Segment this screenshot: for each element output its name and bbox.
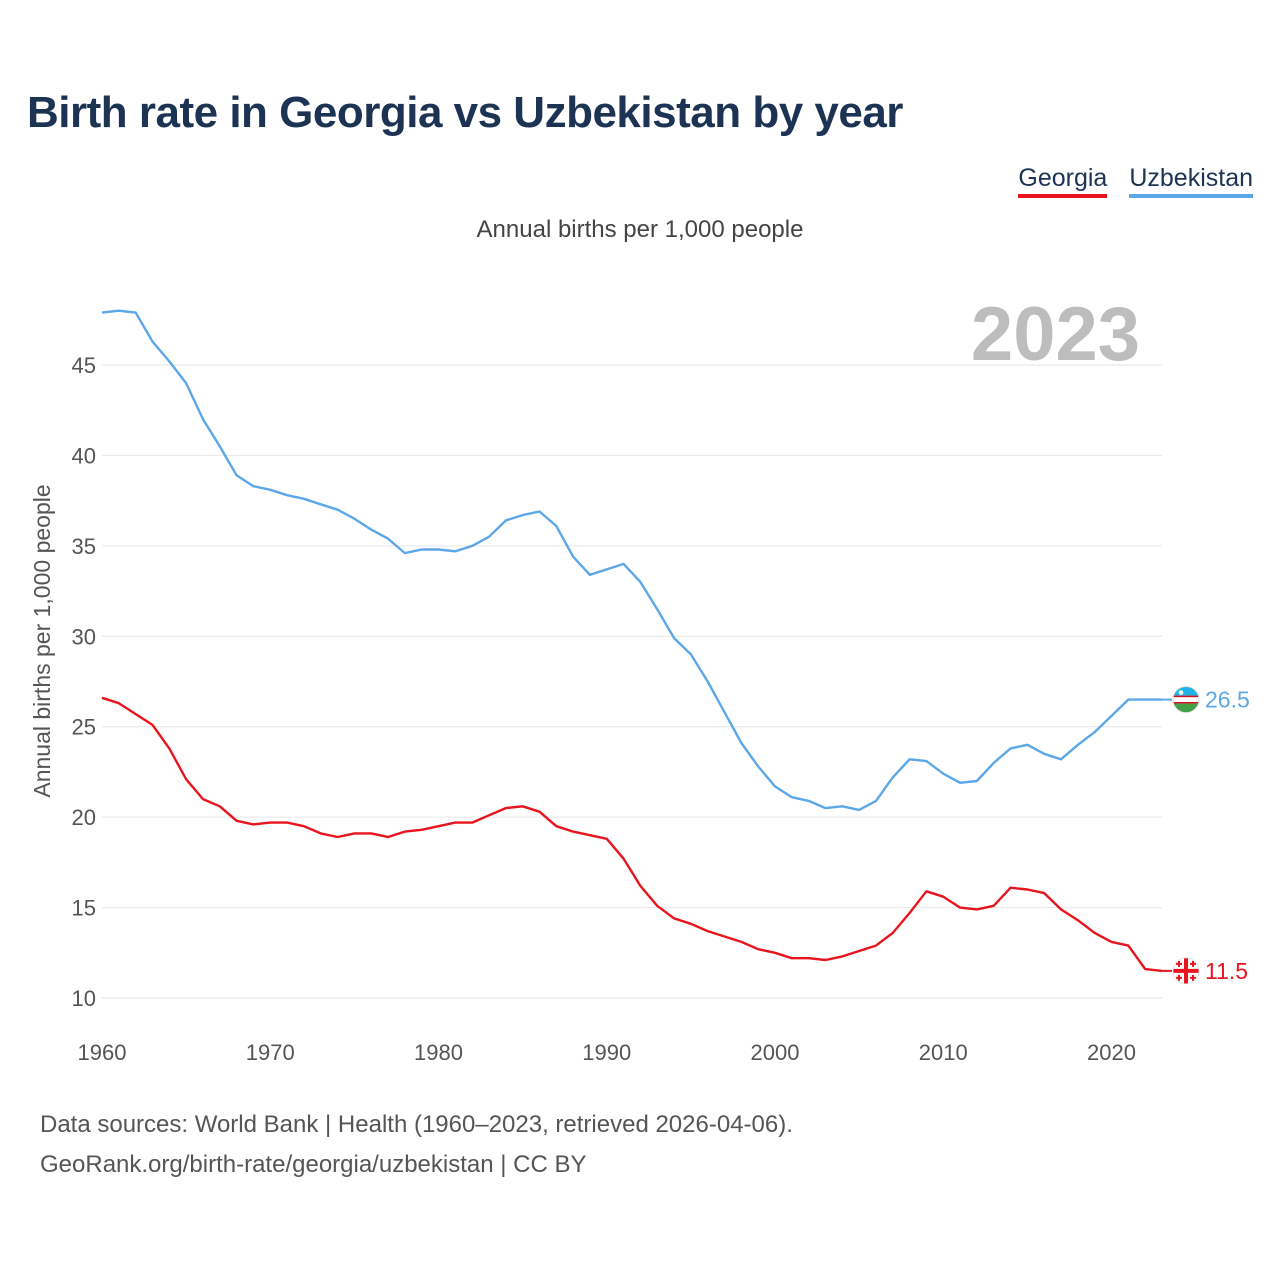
x-tick-label-2010: 2010 <box>919 1040 968 1065</box>
uzbekistan-flag-icon <box>1172 686 1200 713</box>
source-line-2[interactable]: GeoRank.org/birth-rate/georgia/uzbekista… <box>40 1151 587 1178</box>
chart-subtitle: Annual births per 1,000 people <box>476 216 804 243</box>
x-tick-label-1990: 1990 <box>582 1040 631 1065</box>
source-note: Data sources: World Bank | Health (1960–… <box>40 1105 793 1185</box>
legend-swatch-georgia <box>1018 194 1108 198</box>
series-line-georgia[interactable] <box>101 696 1163 973</box>
y-tick-label-35: 35 <box>72 534 96 559</box>
legend-item-uzbekistan[interactable]: Uzbekistan <box>1129 164 1253 200</box>
x-tick-label-1970: 1970 <box>246 1040 295 1065</box>
y-axis-label: Annual births per 1,000 people <box>29 484 55 797</box>
y-tick-label-15: 15 <box>72 896 96 921</box>
x-tick-label-2020: 2020 <box>1087 1040 1136 1065</box>
y-tick-label-30: 30 <box>72 624 96 649</box>
source-line-1: Data sources: World Bank | Health (1960–… <box>40 1111 793 1138</box>
y-tick-label-40: 40 <box>72 443 96 468</box>
legend-label-uzbekistan: Uzbekistan <box>1129 164 1253 192</box>
y-axis-ticks: 10 15 20 25 30 35 40 45 <box>72 353 96 1011</box>
end-value-label-georgia: 11.5 <box>1205 958 1248 984</box>
end-markers: 11.5 26.5 <box>1162 686 1250 985</box>
georgia-flag-icon <box>1172 957 1200 985</box>
x-axis-ticks: 1960 1970 1980 1990 2000 2010 2020 <box>78 1040 1136 1065</box>
series-line-uzbekistan[interactable] <box>101 309 1162 812</box>
x-tick-label-2000: 2000 <box>751 1040 800 1065</box>
x-tick-label-1980: 1980 <box>414 1040 463 1065</box>
x-tick-label-1960: 1960 <box>78 1040 127 1065</box>
end-value-label-uzbekistan: 26.5 <box>1205 687 1250 713</box>
y-tick-label-10: 10 <box>72 986 96 1011</box>
year-label: 2023 <box>971 292 1140 377</box>
legend-label-georgia: Georgia <box>1018 164 1108 192</box>
y-tick-label-25: 25 <box>72 715 96 740</box>
legend: Georgia Uzbekistan <box>1018 164 1253 200</box>
legend-swatch-uzbekistan <box>1129 194 1253 198</box>
gridlines <box>102 364 1162 999</box>
y-tick-label-20: 20 <box>72 805 96 830</box>
chart-title: Birth rate in Georgia vs Uzbekistan by y… <box>27 88 903 137</box>
legend-item-georgia[interactable]: Georgia <box>1018 164 1108 200</box>
series-group <box>101 309 1163 973</box>
y-tick-label-45: 45 <box>72 353 96 378</box>
